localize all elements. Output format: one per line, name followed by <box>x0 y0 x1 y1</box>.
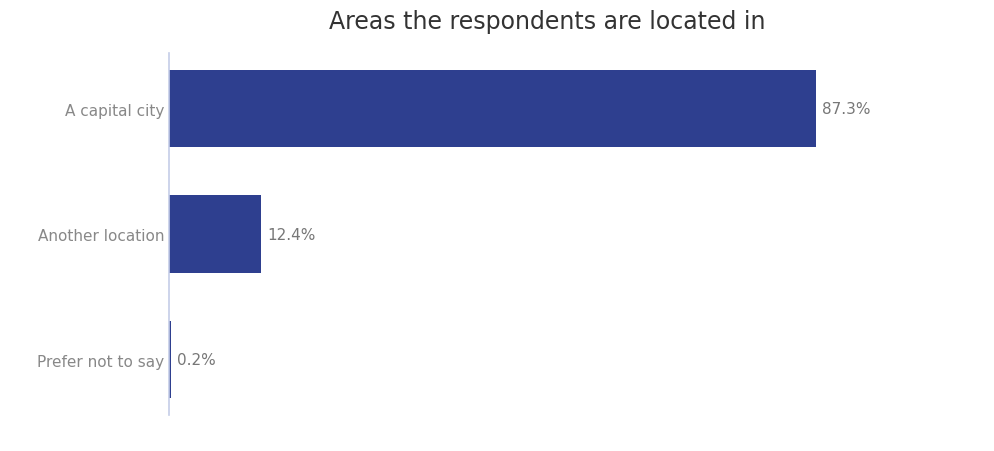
Bar <box>169 70 815 148</box>
Text: 87.3%: 87.3% <box>821 102 870 117</box>
Bar <box>169 321 170 399</box>
Text: 0.2%: 0.2% <box>176 352 215 367</box>
Bar <box>169 196 260 273</box>
Title: Areas the respondents are located in: Areas the respondents are located in <box>329 10 764 34</box>
Text: 12.4%: 12.4% <box>266 227 315 242</box>
